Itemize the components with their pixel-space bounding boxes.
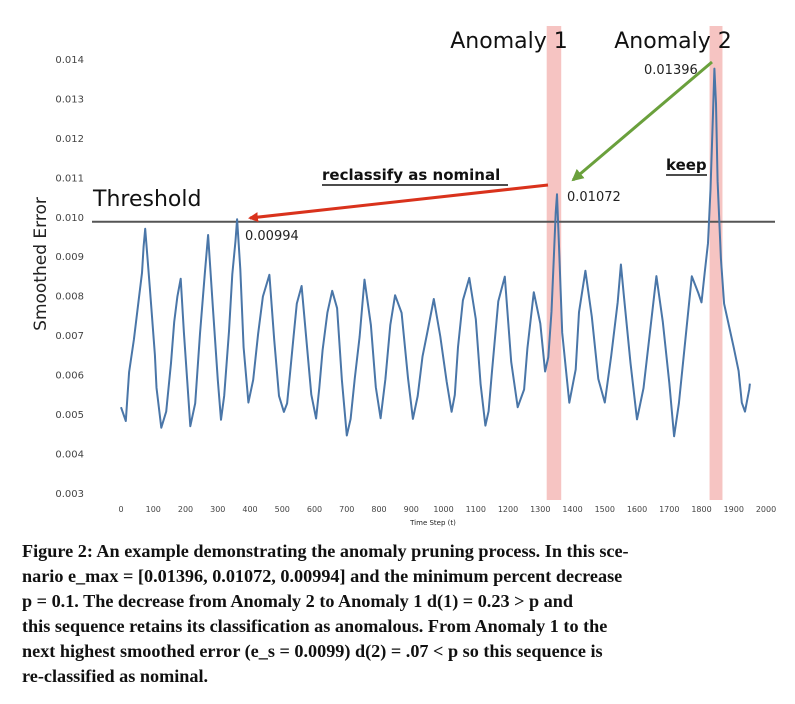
red-arrow	[248, 183, 549, 223]
x-axis-ticks: 0 100 200 300 400 500 600 700 800 900 1000 1100 1200…	[118, 505, 776, 514]
y-tick-label: 0.005	[55, 410, 84, 421]
x-tick-label: 1700	[659, 505, 679, 514]
caption-line-2: nario e_max = [0.01396, 0.01072, 0.00994…	[22, 566, 623, 586]
anomaly-regions	[546, 26, 723, 500]
anomaly-2-value-label: 0.01396	[644, 63, 698, 78]
x-tick-label: 1000	[433, 505, 453, 514]
y-tick-label: 0.009	[55, 252, 84, 263]
x-tick-label: 300	[210, 505, 225, 514]
y-tick-label: 0.003	[55, 489, 84, 500]
x-axis-label: Time Step (t)	[409, 519, 456, 527]
green-arrow	[571, 60, 713, 182]
y-tick-label: 0.012	[55, 134, 84, 145]
y-tick-label: 0.006	[55, 371, 84, 382]
reclassify-annotation: reclassify as nominal	[322, 166, 500, 184]
anomaly-1-label: Anomaly 1	[450, 29, 568, 54]
x-tick-label: 1900	[724, 505, 744, 514]
caption-line-4: this sequence retains its classification…	[22, 616, 608, 636]
x-tick-label: 1400	[562, 505, 582, 514]
y-axis-label: Smoothed Error	[31, 197, 51, 331]
x-tick-label: 800	[371, 505, 386, 514]
x-tick-label: 700	[339, 505, 354, 514]
anomaly-pruning-chart: 0.003 0.004 0.005 0.006 0.007 0.008 0.009 0.010…	[31, 26, 776, 527]
x-tick-label: 1100	[466, 505, 486, 514]
anomaly-2-label: Anomaly 2	[614, 29, 732, 54]
x-tick-label: 2000	[756, 505, 776, 514]
x-tick-label: 1300	[530, 505, 550, 514]
series-group	[120, 67, 751, 438]
threshold-label: Threshold	[92, 187, 201, 212]
y-tick-label: 0.013	[55, 94, 84, 105]
x-tick-label: 500	[275, 505, 290, 514]
x-tick-label: 1200	[498, 505, 518, 514]
x-tick-label: 1800	[691, 505, 711, 514]
anomaly-1-value-label: 0.01072	[567, 190, 621, 205]
caption-line-5: next highest smoothed error (e_s = 0.009…	[22, 641, 603, 661]
x-tick-label: 1500	[595, 505, 615, 514]
caption-line-1: Figure 2: An example demonstrating the a…	[22, 541, 629, 561]
caption-line-3: p = 0.1. The decrease from Anomaly 2 to …	[22, 591, 573, 611]
y-tick-label: 0.007	[55, 331, 84, 342]
keep-annotation: keep	[666, 156, 707, 174]
figure-caption: Figure 2: An example demonstrating the a…	[22, 539, 777, 689]
y-tick-label: 0.014	[55, 55, 84, 66]
x-tick-label: 100	[146, 505, 161, 514]
y-tick-label: 0.008	[55, 292, 84, 303]
x-tick-label: 200	[178, 505, 193, 514]
y-tick-label: 0.011	[55, 173, 84, 184]
y-axis-ticks: 0.003 0.004 0.005 0.006 0.007 0.008 0.009 0.010…	[55, 55, 84, 500]
caption-line-6: re-classified as nominal.	[22, 666, 209, 686]
y-tick-label: 0.004	[55, 450, 84, 461]
x-tick-label: 400	[242, 505, 257, 514]
x-tick-label: 600	[307, 505, 322, 514]
series-line-1	[120, 67, 751, 438]
y-tick-label: 0.010	[55, 213, 84, 224]
x-tick-label: 900	[404, 505, 419, 514]
x-tick-label: 1600	[627, 505, 647, 514]
x-tick-label: 0	[118, 505, 123, 514]
next-value-label: 0.00994	[245, 229, 299, 244]
